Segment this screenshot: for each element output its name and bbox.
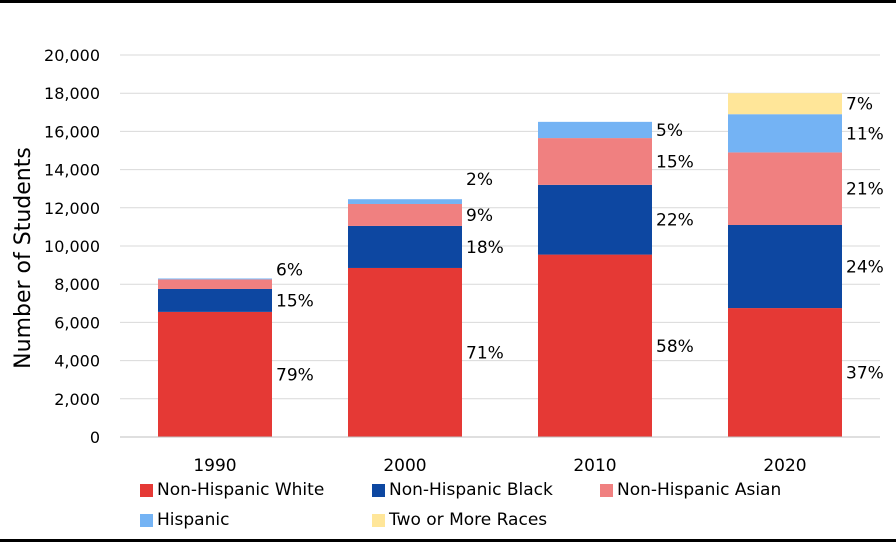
bar-segment [728,224,842,309]
bars [158,93,842,437]
legend-swatch [372,513,385,527]
percent-label: 5% [656,121,683,141]
bar-segment [728,308,842,437]
legend-label: Non-Hispanic White [157,480,325,500]
legend-label: Non-Hispanic Black [389,480,553,500]
bar-segment [158,278,272,280]
category-label: 2020 [763,456,806,476]
y-axis-label: Number of Students [11,147,36,369]
y-tick-label: 12,000 [44,199,100,218]
bar-segment [728,93,842,115]
legend-item: Hispanic [140,510,229,530]
category-label: 2000 [383,456,426,476]
bar-segment [728,114,842,153]
legend-label: Two or More Races [389,510,548,530]
bar-segment [158,279,272,289]
percent-label: 58% [656,337,694,357]
y-tick-label: 18,000 [44,84,100,103]
legend-swatch [140,513,153,527]
bar-segment [538,254,652,437]
bar-segment [348,225,462,268]
legend-swatch [140,483,153,497]
top-rule [0,0,896,3]
bar-segment [728,152,842,225]
legend-item: Non-Hispanic Black [372,480,553,500]
bar-segment [538,138,652,185]
percent-label: 37% [846,364,884,384]
percent-label: 15% [656,152,694,172]
bar-segment [158,288,272,312]
stacked-bar-chart: 0 2,000 4,000 6,000 8,000 10,000 12,000 14,000 1… [11,46,884,476]
legend-item: Non-Hispanic Asian [600,480,781,500]
y-tick-label: 6,000 [54,313,100,332]
legend-swatch [600,483,613,497]
bar-segment [348,199,462,204]
y-tick-label: 4,000 [54,352,100,371]
percent-label: 18% [466,238,504,258]
y-tick-label: 2,000 [54,390,100,409]
percent-label: 79% [276,365,314,385]
percent-label: 15% [276,291,314,311]
y-tick-labels: 0 2,000 4,000 6,000 8,000 10,000 12,000 14,000 1… [44,46,100,447]
percent-label: 6% [276,260,303,280]
legend-label: Non-Hispanic Asian [617,480,782,500]
bar-segment [158,311,272,437]
percent-label: 9% [466,206,493,226]
y-tick-label: 10,000 [44,237,100,256]
percent-label: 24% [846,258,884,278]
percent-label: 2% [466,170,493,190]
y-tick-label: 0 [90,428,100,447]
legend-item: Non-Hispanic White [140,480,324,500]
y-tick-label: 16,000 [44,122,100,141]
percent-labels: 79% 15% 6% 71% 18% 9% 2% 58% 22% 15% 5% 37% 24% 21% 11… [276,95,884,386]
bar-segment [348,267,462,437]
y-tick-label: 8,000 [54,275,100,294]
y-tick-label: 14,000 [44,161,100,180]
category-labels: 1990 2000 2010 2020 [193,456,806,476]
percent-label: 22% [656,211,694,231]
bar-segment [538,121,652,139]
legend-item: Two or More Races [372,510,547,530]
category-label: 1990 [193,456,236,476]
legend-swatch [372,483,385,497]
percent-label: 7% [846,95,873,115]
percent-label: 71% [466,343,504,363]
percent-label: 21% [846,180,884,200]
category-label: 2010 [573,456,616,476]
legend-label: Hispanic [157,510,230,530]
bar-segment [538,184,652,255]
bar-segment [348,203,462,226]
bottom-rule [0,539,896,542]
percent-label: 11% [846,124,884,144]
y-tick-label: 20,000 [44,46,100,65]
